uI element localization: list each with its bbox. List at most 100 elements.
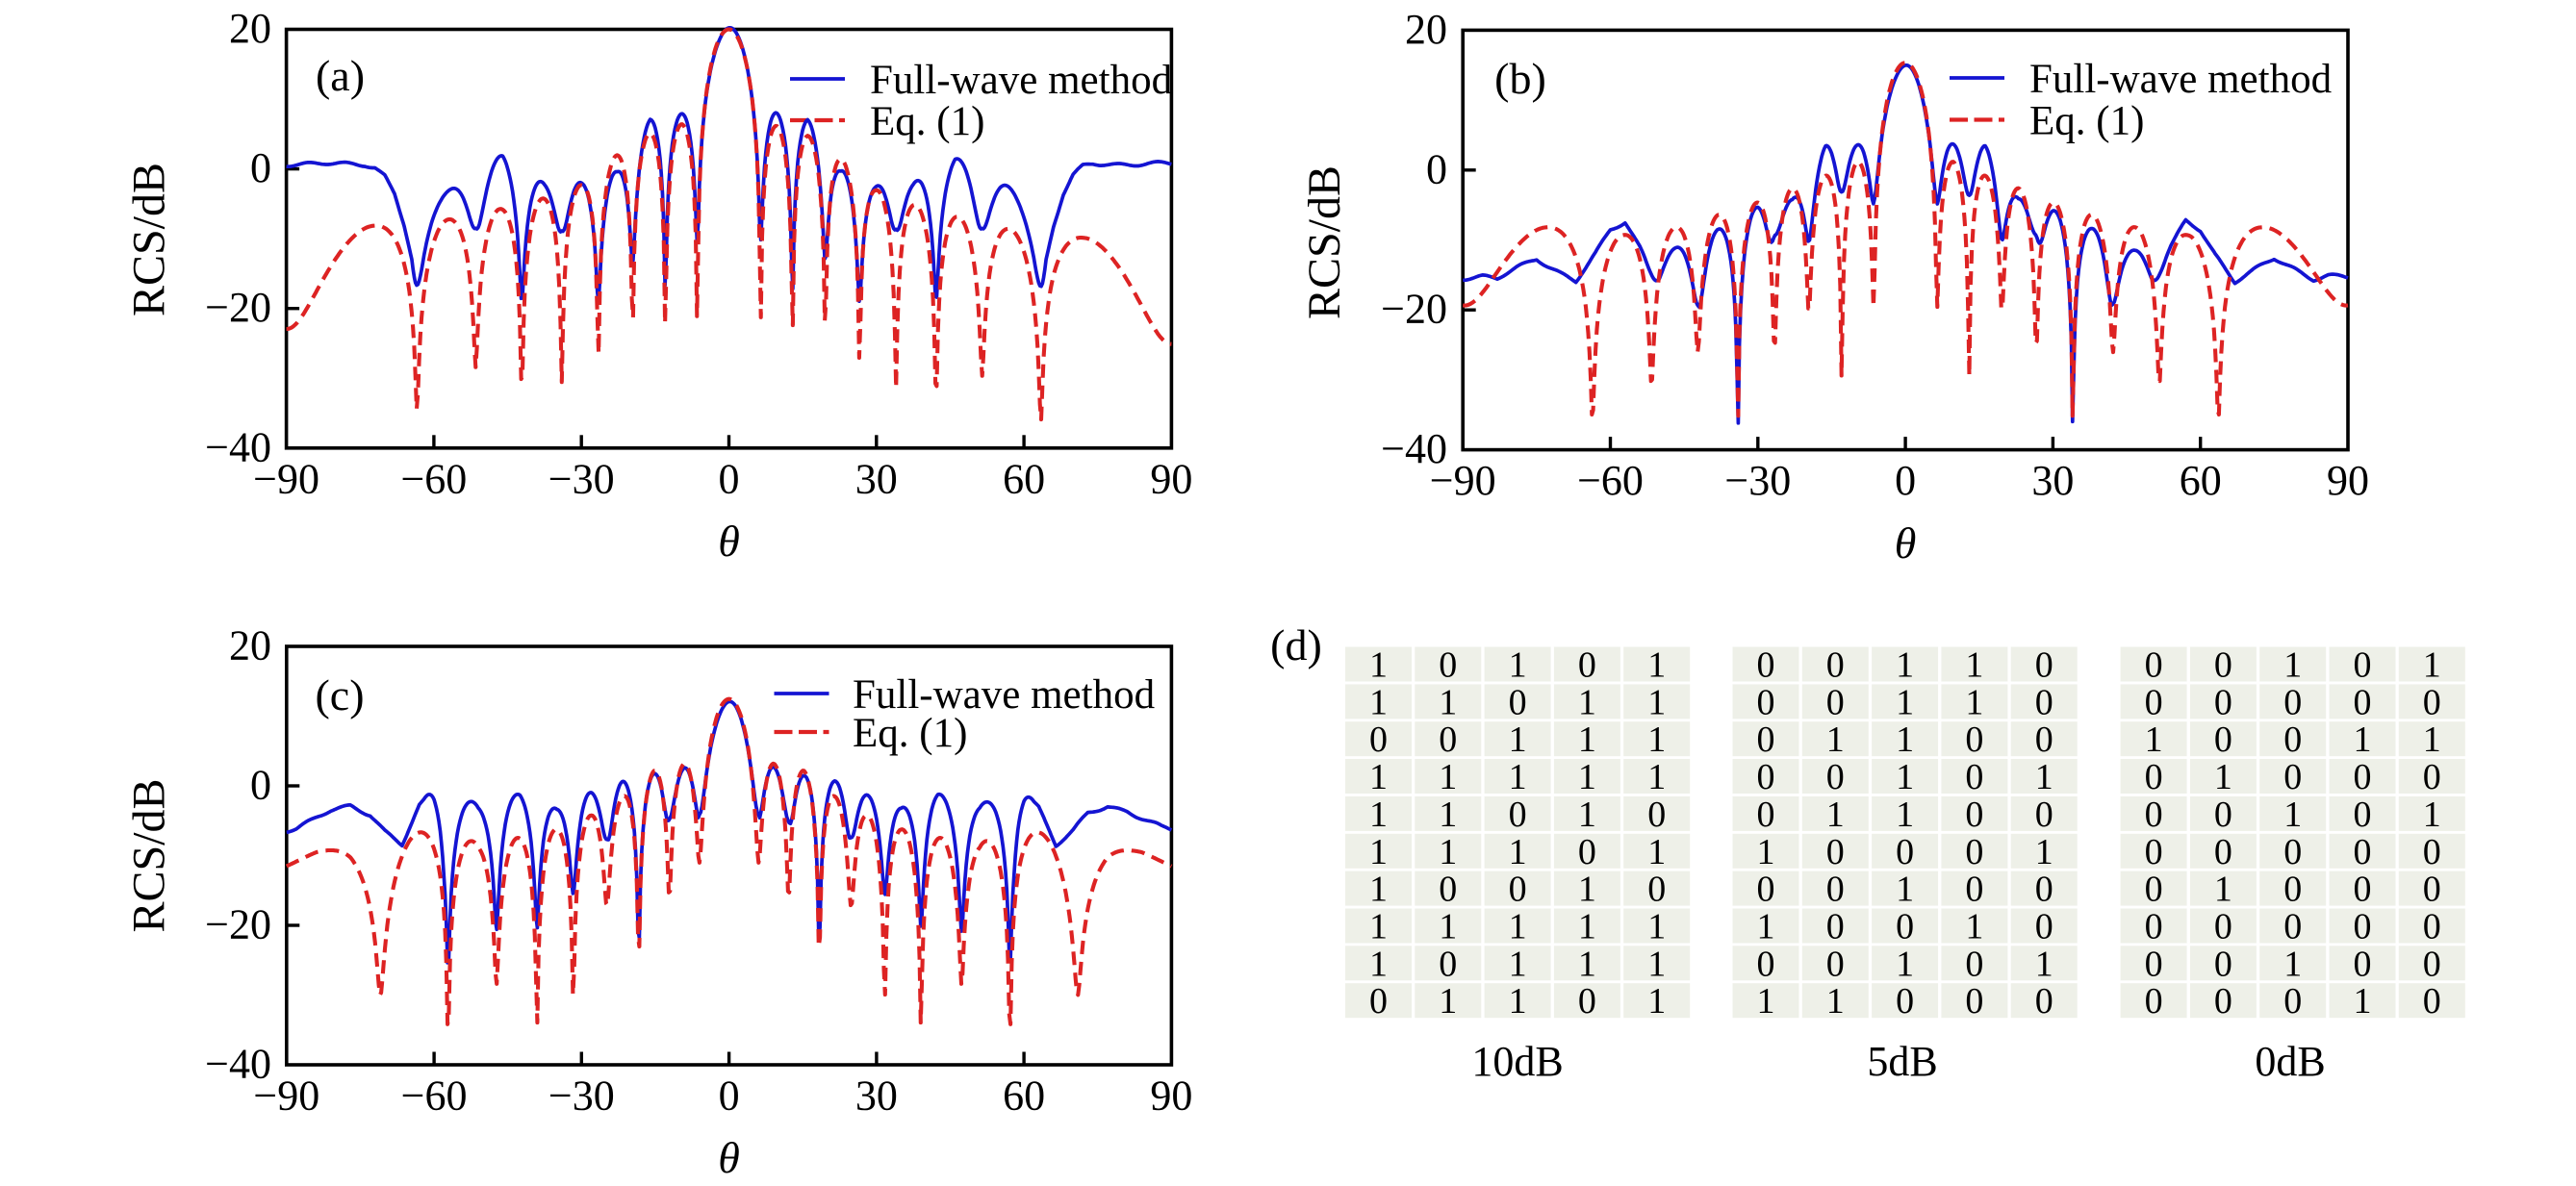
svg-text:0: 0 xyxy=(1757,719,1775,760)
svg-text:0: 0 xyxy=(1895,457,1916,504)
svg-text:−90: −90 xyxy=(253,1072,319,1120)
svg-text:0: 0 xyxy=(1439,944,1457,984)
svg-text:0: 0 xyxy=(2214,907,2232,947)
svg-text:1: 1 xyxy=(1647,757,1666,797)
svg-text:0: 0 xyxy=(2214,832,2232,872)
svg-text:0: 0 xyxy=(1896,907,1914,947)
svg-text:0: 0 xyxy=(1965,870,1983,910)
svg-text:Eq. (1): Eq. (1) xyxy=(870,99,984,144)
svg-text:1: 1 xyxy=(1369,682,1388,722)
svg-text:1: 1 xyxy=(2283,645,2302,686)
svg-text:0: 0 xyxy=(1965,944,1983,984)
svg-text:0: 0 xyxy=(250,762,271,809)
svg-text:0: 0 xyxy=(1369,981,1388,1022)
svg-text:0: 0 xyxy=(1426,145,1447,192)
svg-text:(a): (a) xyxy=(316,51,365,100)
svg-text:1: 1 xyxy=(1369,757,1388,797)
svg-text:1: 1 xyxy=(2283,795,2302,835)
svg-text:0: 0 xyxy=(250,144,271,191)
svg-text:0: 0 xyxy=(2145,795,2163,835)
svg-text:0: 0 xyxy=(1826,645,1845,686)
svg-text:1: 1 xyxy=(2423,795,2441,835)
svg-text:0: 0 xyxy=(1826,682,1845,722)
svg-text:0: 0 xyxy=(2214,682,2232,722)
svg-text:1: 1 xyxy=(2423,645,2441,686)
svg-text:0: 0 xyxy=(1757,682,1775,722)
svg-text:1: 1 xyxy=(1965,907,1983,947)
svg-text:0: 0 xyxy=(2354,944,2372,984)
svg-text:0dB: 0dB xyxy=(2255,1038,2325,1085)
svg-text:1: 1 xyxy=(1896,719,1914,760)
svg-text:30: 30 xyxy=(855,455,898,502)
svg-text:1: 1 xyxy=(1647,832,1666,872)
svg-text:−90: −90 xyxy=(1430,457,1496,504)
svg-text:0: 0 xyxy=(1757,645,1775,686)
svg-text:Eq. (1): Eq. (1) xyxy=(853,711,967,756)
svg-text:0: 0 xyxy=(2354,832,2372,872)
svg-text:−60: −60 xyxy=(1577,457,1644,504)
svg-text:1: 1 xyxy=(1578,907,1596,947)
svg-text:0: 0 xyxy=(2145,645,2163,686)
svg-text:0: 0 xyxy=(2354,682,2372,722)
svg-text:0: 0 xyxy=(1439,870,1457,910)
svg-text:RCS/dB: RCS/dB xyxy=(123,163,174,316)
svg-text:0: 0 xyxy=(2035,870,2053,910)
svg-text:−90: −90 xyxy=(253,455,319,502)
svg-text:1: 1 xyxy=(1896,757,1914,797)
svg-text:0: 0 xyxy=(2283,981,2302,1022)
svg-text:−20: −20 xyxy=(205,901,271,948)
svg-text:0: 0 xyxy=(2283,870,2302,910)
svg-text:0: 0 xyxy=(2354,870,2372,910)
svg-text:1: 1 xyxy=(1826,795,1845,835)
svg-text:0: 0 xyxy=(719,455,740,502)
svg-text:0: 0 xyxy=(2354,795,2372,835)
svg-text:RCS/dB: RCS/dB xyxy=(124,778,175,932)
svg-text:60: 60 xyxy=(1003,455,1045,502)
svg-text:1: 1 xyxy=(1439,832,1457,872)
svg-text:10dB: 10dB xyxy=(1471,1038,1563,1085)
svg-text:0: 0 xyxy=(2035,719,2053,760)
svg-text:1: 1 xyxy=(1578,795,1596,835)
svg-text:60: 60 xyxy=(1003,1072,1045,1120)
svg-text:20: 20 xyxy=(229,622,271,669)
svg-text:1: 1 xyxy=(1647,907,1666,947)
svg-text:1: 1 xyxy=(1647,682,1666,722)
svg-text:0: 0 xyxy=(1965,719,1983,760)
svg-text:0: 0 xyxy=(1965,981,1983,1022)
svg-text:1: 1 xyxy=(1578,870,1596,910)
svg-text:0: 0 xyxy=(719,1072,740,1120)
svg-text:0: 0 xyxy=(2035,682,2053,722)
svg-text:1: 1 xyxy=(1578,944,1596,984)
svg-text:0: 0 xyxy=(2283,907,2302,947)
svg-text:0: 0 xyxy=(1578,645,1596,686)
svg-text:0: 0 xyxy=(1965,795,1983,835)
svg-text:20: 20 xyxy=(229,5,271,52)
svg-text:1: 1 xyxy=(1439,682,1457,722)
svg-text:90: 90 xyxy=(2327,457,2369,504)
svg-text:1: 1 xyxy=(1647,719,1666,760)
svg-text:θ: θ xyxy=(718,1133,740,1181)
svg-text:0: 0 xyxy=(2035,981,2053,1022)
svg-text:0: 0 xyxy=(1647,795,1666,835)
svg-text:1: 1 xyxy=(2423,719,2441,760)
svg-text:0: 0 xyxy=(2283,832,2302,872)
svg-text:1: 1 xyxy=(1647,981,1666,1022)
svg-text:0: 0 xyxy=(2423,757,2441,797)
svg-text:0: 0 xyxy=(2035,907,2053,947)
svg-text:0: 0 xyxy=(2214,981,2232,1022)
svg-text:90: 90 xyxy=(1150,1072,1192,1120)
svg-text:5dB: 5dB xyxy=(1867,1038,1937,1085)
svg-text:0: 0 xyxy=(2035,795,2053,835)
svg-text:1: 1 xyxy=(1439,795,1457,835)
svg-text:0: 0 xyxy=(2145,757,2163,797)
svg-text:1: 1 xyxy=(1369,944,1388,984)
svg-text:1: 1 xyxy=(1439,907,1457,947)
svg-text:1: 1 xyxy=(1369,907,1388,947)
svg-text:1: 1 xyxy=(1439,981,1457,1022)
svg-text:0: 0 xyxy=(2214,719,2232,760)
svg-text:0: 0 xyxy=(1439,645,1457,686)
svg-text:0: 0 xyxy=(1647,870,1666,910)
svg-text:Full-wave method: Full-wave method xyxy=(853,672,1155,718)
svg-text:0: 0 xyxy=(2423,981,2441,1022)
svg-text:−40: −40 xyxy=(1381,425,1447,472)
